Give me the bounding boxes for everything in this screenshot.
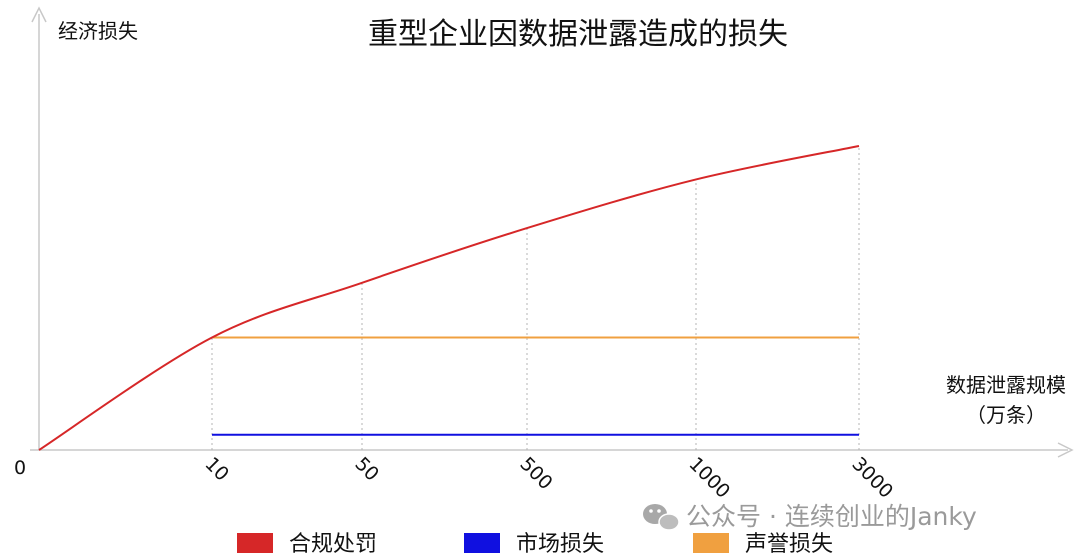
series-layer [38, 145, 860, 451]
wechat-icon [643, 504, 680, 531]
legend-swatch [464, 533, 500, 553]
chart-title: 重型企业因数据泄露造成的损失 [368, 17, 788, 52]
x-axis-unit: （万条） [966, 403, 1046, 427]
legend-swatch [693, 533, 729, 553]
axes [30, 6, 1074, 458]
y-axis-label: 经济损失 [58, 19, 138, 43]
origin-label: 0 [14, 457, 26, 479]
x-tick-label: 10 [200, 453, 233, 486]
legend-swatch [237, 533, 273, 553]
legend-label: 市场损失 [516, 532, 604, 557]
legend-label: 合规处罚 [289, 532, 377, 557]
series-line-合规处罚 [38, 145, 860, 451]
legend: 合规处罚 市场损失 声誉损失 [237, 532, 833, 557]
x-tick-label: 1000 [684, 453, 734, 503]
x-axis-label: 数据泄露规模 [946, 373, 1066, 397]
x-tick-label: 500 [515, 453, 556, 494]
x-tick-labels: 10 50 500 1000 3000 [200, 453, 897, 503]
x-tick-label: 3000 [847, 453, 897, 503]
x-tick-label: 50 [350, 453, 383, 486]
x-axis-arrow [1057, 442, 1074, 458]
watermark-text: 公众号 · 连续创业的Janky [686, 502, 977, 531]
legend-label: 声誉损失 [745, 532, 833, 557]
y-axis-arrow [31, 6, 47, 23]
grid-lines [211, 146, 860, 450]
watermark: 公众号 · 连续创业的Janky [643, 502, 977, 531]
